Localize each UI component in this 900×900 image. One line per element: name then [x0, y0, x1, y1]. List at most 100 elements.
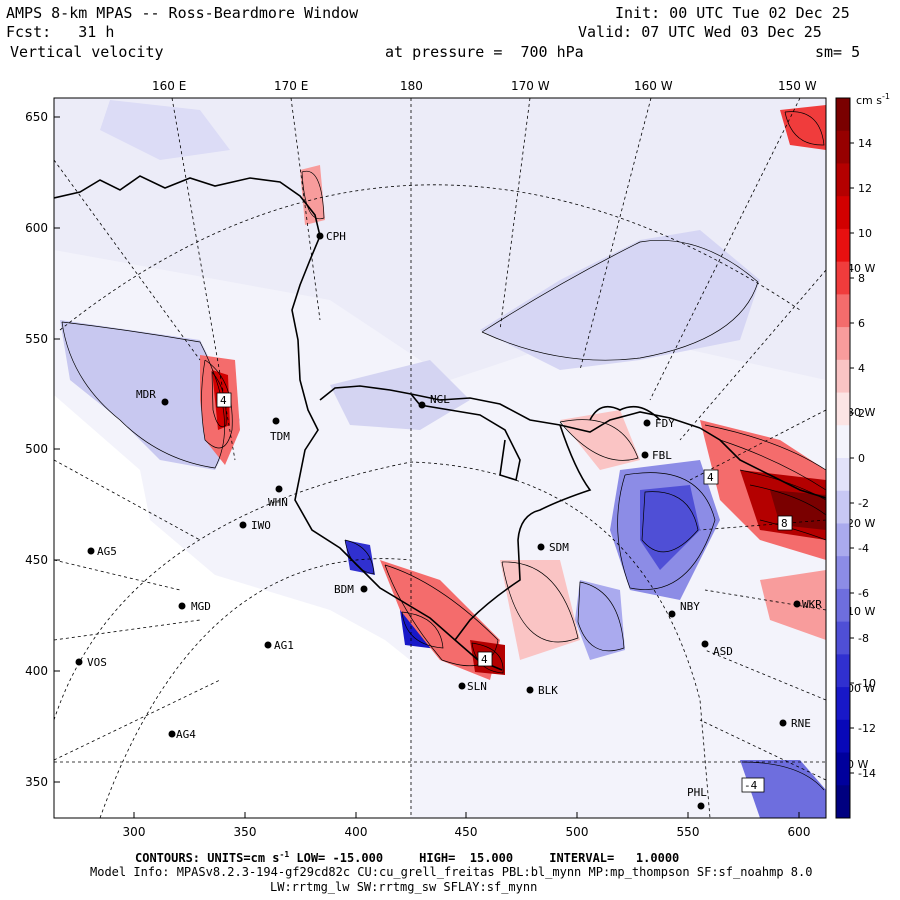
top-tick-170w: 170 W	[511, 79, 550, 93]
field-patch-red-12	[500, 560, 580, 660]
masked-terrain-area	[54, 395, 410, 818]
model-info: Model Info: MPASv8.2.3-194-gf29cd82c CU:…	[90, 865, 813, 879]
colorbar-swatch	[836, 359, 850, 394]
left-tick-450: 450	[25, 553, 48, 567]
station-iwo: IWO	[239, 519, 271, 532]
colorbar-swatch	[836, 458, 850, 492]
colorbar-swatch	[836, 130, 850, 164]
top-axis: 160 E 170 E 180 170 W 160 W 150 W	[152, 79, 817, 93]
field-patch-blue-7	[575, 580, 625, 660]
map-panel	[54, 98, 826, 818]
bottom-tick-500: 500	[566, 825, 589, 839]
station-ag4: AG4	[168, 728, 196, 741]
colorbar-tick-label: -12	[858, 722, 876, 735]
contour-info: CONTOURS: UNITS=cm s-1 LOW= -15.000 HIGH…	[135, 850, 680, 865]
station-label-ag1: AG1	[274, 639, 294, 652]
colorbar-units: cm s-1	[856, 92, 890, 107]
field-label-3: 8	[781, 517, 788, 530]
colorbar-tick-label: -4	[858, 542, 869, 555]
station-tdm: TDM	[270, 417, 290, 443]
colorbar-swatch	[836, 588, 850, 623]
station-vos: VOS	[75, 656, 107, 669]
colorbar-swatch	[836, 752, 850, 786]
colorbar-tick-label: 8	[858, 272, 865, 285]
station-wkr: WKR	[793, 598, 822, 611]
station-label-tdm: TDM	[270, 430, 290, 443]
colorbar-tick-label: 14	[858, 137, 872, 150]
station-label-bdm: BDM	[334, 583, 354, 596]
field-name: Vertical velocity	[10, 43, 164, 61]
map-title: AMPS 8-km MPAS -- Ross-Beardmore Window	[6, 4, 359, 22]
colorbar-swatch	[836, 98, 850, 132]
colorbar-swatch	[836, 523, 850, 557]
station-sln: SLN	[458, 680, 487, 693]
colorbar-swatch	[836, 719, 850, 754]
top-tick-150w: 150 W	[778, 79, 817, 93]
colorbar-tick-label: 10	[858, 227, 872, 240]
colorbar-swatch	[836, 163, 850, 197]
field-patch-red-9	[780, 105, 826, 150]
pressure-level: at pressure = 700 hPa	[385, 43, 584, 61]
contour-lines	[61, 111, 826, 791]
left-tick-500: 500	[25, 442, 48, 456]
colorbar-tick-label: 0	[858, 452, 865, 465]
top-tick-160e: 160 E	[152, 79, 186, 93]
station-label-mgd: MGD	[191, 600, 211, 613]
station-nby: NBY	[668, 600, 700, 618]
bottom-tick-400: 400	[345, 825, 368, 839]
station-label-ag5: AG5	[97, 545, 117, 558]
field-label-2: 4	[707, 471, 714, 484]
coastline	[54, 175, 826, 671]
colorbar-swatch	[836, 392, 850, 426]
colorbar-swatch	[836, 556, 850, 590]
station-bdm: BDM	[334, 583, 368, 596]
field-patch-blue-9	[345, 540, 375, 575]
station-rne: RNE	[779, 717, 811, 730]
bottom-tick-350: 350	[234, 825, 257, 839]
station-phl: PHL	[687, 786, 707, 810]
colorbar: cm s-1 14 12 10 8 6 4 2 0 -2 -4 -6 -8 -10 -12 -14	[835, 92, 890, 819]
smoothing: sm= 5	[815, 43, 861, 61]
colorbar-swatch	[836, 621, 850, 655]
station-label-sln: SLN	[467, 680, 487, 693]
colorbar-swatch	[836, 196, 850, 230]
bottom-tick-550: 550	[677, 825, 700, 839]
colorbar-swatches	[836, 98, 850, 819]
init-time: Init: 00 UTC Tue 02 Dec 25	[615, 4, 850, 22]
left-tick-350: 350	[25, 775, 48, 789]
field-label-4: 4	[481, 653, 488, 666]
stations: CPH NGL MDR TDM WHN IWO AG5 MGD AG1 VOS …	[75, 230, 822, 810]
station-label-phl: PHL	[687, 786, 707, 799]
colorbar-swatch	[836, 490, 850, 524]
station-asd: ASD	[701, 640, 733, 658]
colorbar-tick-label: -14	[858, 767, 876, 780]
field-patch-red-10	[760, 570, 826, 640]
colorbar-tick-label: -6	[858, 587, 869, 600]
colorbar-tick-label: 4	[858, 362, 865, 375]
station-label-iwo: IWO	[251, 519, 271, 532]
left-tick-650: 650	[25, 110, 48, 124]
station-label-fdy: FDY	[655, 417, 675, 430]
station-label-ag4: AG4	[176, 728, 196, 741]
station-ngl: NGL	[418, 393, 450, 409]
model-info-2: LW:rrtmg_lw SW:rrtmg_sw SFLAY:sf_mynn	[270, 880, 538, 894]
field-patch-blue-2	[480, 230, 760, 370]
forecast-hour: Fcst: 31 h	[6, 23, 115, 41]
valid-time: Valid: 07 UTC Wed 03 Dec 25	[578, 23, 822, 41]
colorbar-swatch	[836, 327, 850, 361]
station-label-cph: CPH	[326, 230, 346, 243]
station-label-nby: NBY	[680, 600, 700, 613]
field-patch-blue-4	[330, 360, 470, 430]
colorbar-swatch	[836, 654, 850, 688]
station-mgd: MGD	[178, 600, 211, 613]
field-label-1: 4	[220, 394, 227, 407]
colorbar-swatch	[836, 228, 850, 263]
left-axis: 650 600 550 500 450 400 350	[25, 110, 60, 789]
graticule	[54, 98, 826, 818]
left-tick-400: 400	[25, 664, 48, 678]
bottom-tick-450: 450	[455, 825, 478, 839]
top-tick-170e: 170 E	[274, 79, 308, 93]
colorbar-swatch	[836, 687, 850, 721]
top-tick-160w: 160 W	[634, 79, 673, 93]
